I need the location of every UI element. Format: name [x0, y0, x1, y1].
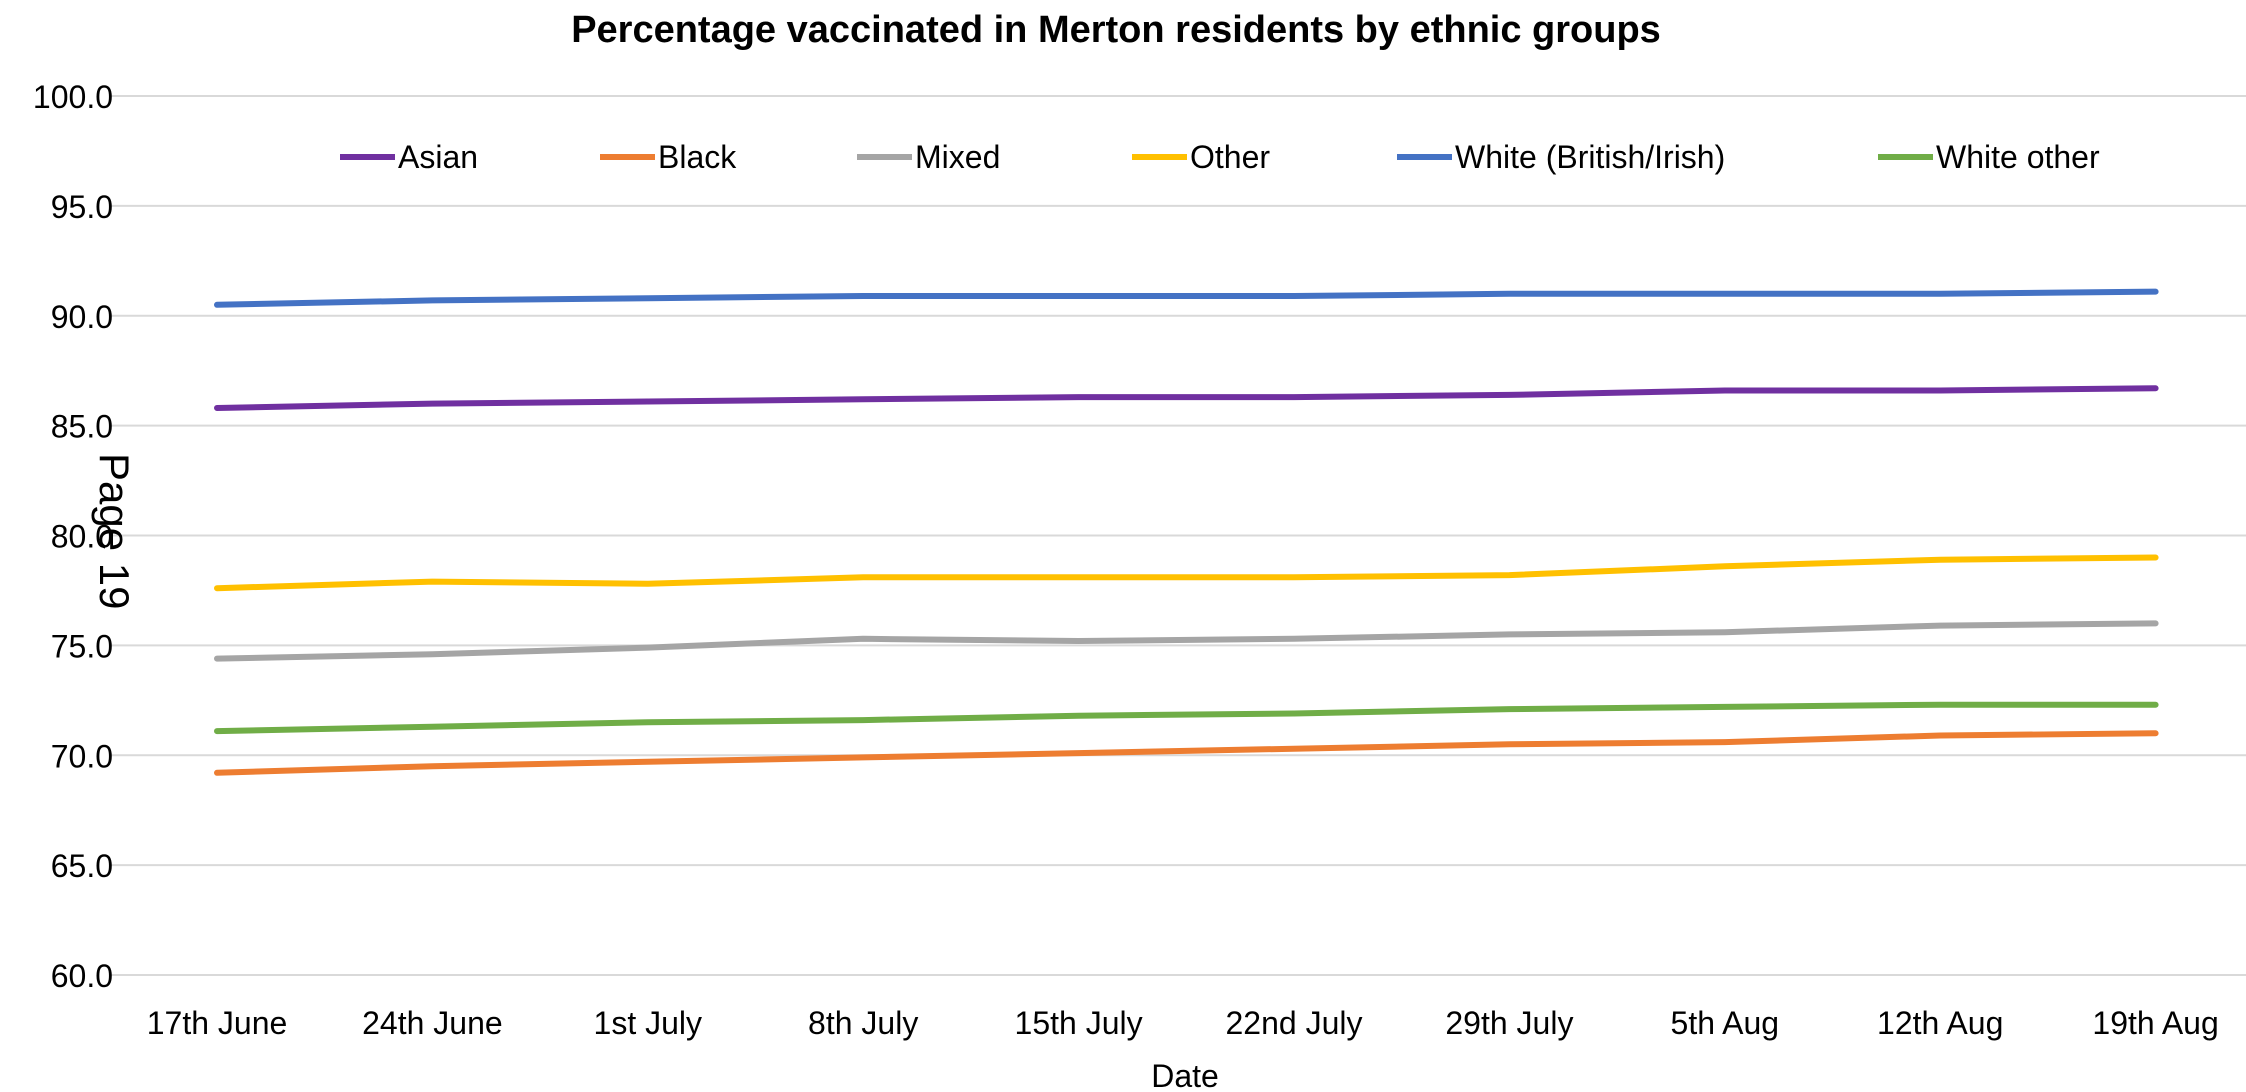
y-tick-label: 65.0	[51, 848, 113, 884]
x-tick-label: 29th July	[1445, 1005, 1573, 1041]
legend-item-white-british-irish: White (British/Irish)	[1397, 139, 1725, 175]
y-tick-label: 80.0	[51, 519, 113, 555]
x-tick-label: 22nd July	[1226, 1005, 1363, 1041]
x-axis-label: Date	[1151, 1058, 1219, 1092]
legend: Asian Black Mixed Other White (British/Irish…	[340, 139, 2100, 175]
legend-item-asian: Asian	[340, 139, 478, 175]
series-line-white-british-irish	[214, 288, 2159, 308]
legend-label: Other	[1190, 139, 1270, 175]
x-tick-label: 5th Aug	[1671, 1005, 1780, 1041]
page-stamp: Page 19	[91, 453, 138, 609]
legend-label: White (British/Irish)	[1455, 139, 1725, 175]
series-line-mixed	[214, 620, 2159, 662]
legend-label: White other	[1936, 139, 2100, 175]
legend-item-other: Other	[1132, 139, 1270, 175]
x-tick-label: 15th July	[1015, 1005, 1143, 1041]
series-line-asian	[214, 385, 2159, 411]
y-axis-tick-labels: 60.0 65.0 70.0 75.0 80.0 85.0 90.0 95.0 100.0	[33, 79, 113, 994]
gridlines	[110, 95, 2246, 976]
series-line-black	[214, 730, 2159, 776]
chart-title: Percentage vaccinated in Merton resident…	[571, 9, 1661, 51]
legend-label: Mixed	[915, 139, 1000, 175]
series-line-white-other	[214, 701, 2159, 735]
y-tick-label: 95.0	[51, 189, 113, 225]
y-tick-label: 100.0	[33, 79, 113, 115]
series-line-other	[214, 554, 2159, 592]
x-tick-label: 24th June	[362, 1005, 503, 1041]
y-tick-label: 90.0	[51, 299, 113, 335]
x-axis-tick-labels: 17th June 24th June 1st July 8th July 15th J…	[147, 1005, 2219, 1041]
legend-item-white-other: White other	[1878, 139, 2100, 175]
y-tick-label: 70.0	[51, 738, 113, 774]
y-tick-label: 75.0	[51, 628, 113, 664]
series-lines	[214, 288, 2159, 776]
y-tick-label: 85.0	[51, 409, 113, 445]
legend-label: Black	[658, 139, 737, 175]
y-tick-label: 60.0	[51, 958, 113, 994]
x-tick-label: 12th Aug	[1877, 1005, 2003, 1041]
legend-item-black: Black	[600, 139, 737, 175]
legend-item-mixed: Mixed	[857, 139, 1000, 175]
x-tick-label: 17th June	[147, 1005, 288, 1041]
x-tick-label: 1st July	[594, 1005, 702, 1041]
legend-label: Asian	[398, 139, 478, 175]
x-tick-label: 8th July	[808, 1005, 918, 1041]
x-tick-label: 19th Aug	[2092, 1005, 2218, 1041]
